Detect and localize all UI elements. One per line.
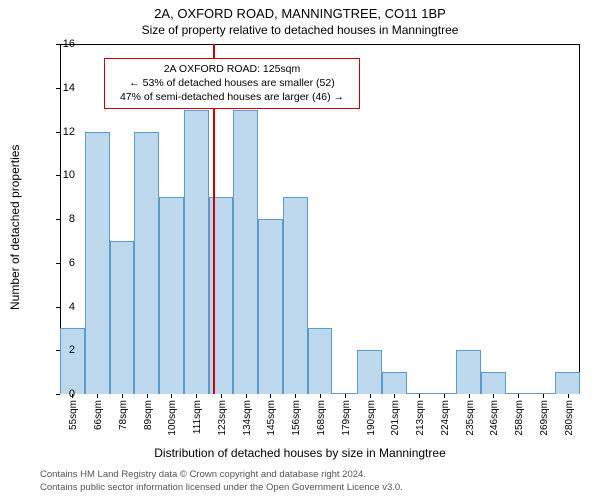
x-tick-mark xyxy=(469,394,470,398)
x-axis-label: Distribution of detached houses by size … xyxy=(0,446,600,460)
chart-footer: Contains HM Land Registry data © Crown c… xyxy=(40,469,403,494)
x-tick-mark xyxy=(122,394,123,398)
y-tick-mark xyxy=(56,44,60,45)
x-tick-mark xyxy=(246,394,247,398)
y-axis-label: Number of detached properties xyxy=(8,145,22,310)
x-tick-mark xyxy=(419,394,420,398)
histogram-bar xyxy=(258,219,283,394)
right-axis-line xyxy=(579,44,580,394)
x-tick-mark xyxy=(147,394,148,398)
info-box: 2A OXFORD ROAD: 125sqm← 53% of detached … xyxy=(104,58,360,109)
x-tick-mark xyxy=(320,394,321,398)
x-tick-mark xyxy=(394,394,395,398)
histogram-bar xyxy=(134,132,159,395)
histogram-bar xyxy=(233,110,258,394)
x-tick-mark xyxy=(171,394,172,398)
histogram-bar xyxy=(357,350,382,394)
x-tick-mark xyxy=(72,394,73,398)
chart-title-main: 2A, OXFORD ROAD, MANNINGTREE, CO11 1BP xyxy=(0,0,600,21)
histogram-bar xyxy=(184,110,209,394)
histogram-bar xyxy=(481,372,506,394)
y-tick-mark xyxy=(56,132,60,133)
y-tick-mark xyxy=(56,263,60,264)
histogram-bar xyxy=(283,197,308,394)
x-tick-mark xyxy=(568,394,569,398)
histogram-bar xyxy=(308,328,333,394)
x-tick-mark xyxy=(493,394,494,398)
y-tick-mark xyxy=(56,307,60,308)
x-tick-mark xyxy=(221,394,222,398)
x-tick-mark xyxy=(543,394,544,398)
chart-container: 2A, OXFORD ROAD, MANNINGTREE, CO11 1BP S… xyxy=(0,0,600,500)
x-tick-mark xyxy=(444,394,445,398)
footer-line1: Contains HM Land Registry data © Crown c… xyxy=(40,469,403,481)
y-tick-mark xyxy=(56,350,60,351)
info-box-line: 2A OXFORD ROAD: 125sqm xyxy=(111,62,353,76)
y-tick-mark xyxy=(56,175,60,176)
top-axis-line xyxy=(60,44,580,45)
x-tick-mark xyxy=(295,394,296,398)
y-tick-mark xyxy=(56,219,60,220)
x-tick-mark xyxy=(345,394,346,398)
histogram-bar xyxy=(382,372,407,394)
histogram-bar xyxy=(60,328,85,394)
footer-line2: Contains public sector information licen… xyxy=(40,482,403,494)
x-tick-mark xyxy=(97,394,98,398)
plot-area: 2A OXFORD ROAD: 125sqm← 53% of detached … xyxy=(60,44,580,394)
info-box-line: ← 53% of detached houses are smaller (52… xyxy=(111,76,353,90)
x-tick-mark xyxy=(196,394,197,398)
histogram-bar xyxy=(555,372,580,394)
x-tick-mark xyxy=(270,394,271,398)
info-box-line: 47% of semi-detached houses are larger (… xyxy=(111,90,353,104)
chart-title-sub: Size of property relative to detached ho… xyxy=(0,23,600,37)
y-tick-mark xyxy=(56,88,60,89)
x-tick-mark xyxy=(518,394,519,398)
histogram-bar xyxy=(159,197,184,394)
histogram-bar xyxy=(110,241,135,394)
histogram-bar xyxy=(456,350,481,394)
histogram-bar xyxy=(85,132,110,395)
x-tick-mark xyxy=(370,394,371,398)
y-tick-mark xyxy=(56,394,60,395)
